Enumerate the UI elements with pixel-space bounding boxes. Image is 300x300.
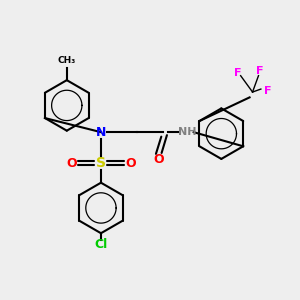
- Text: O: O: [66, 157, 76, 170]
- Text: F: F: [234, 68, 242, 78]
- Text: O: O: [125, 157, 136, 170]
- Text: S: S: [96, 156, 106, 170]
- Text: N: N: [96, 126, 106, 139]
- Text: CH₃: CH₃: [58, 56, 76, 65]
- Text: NH: NH: [178, 127, 196, 137]
- Text: Cl: Cl: [94, 238, 108, 251]
- Text: F: F: [264, 85, 271, 96]
- Text: F: F: [256, 66, 264, 76]
- Text: O: O: [154, 153, 164, 166]
